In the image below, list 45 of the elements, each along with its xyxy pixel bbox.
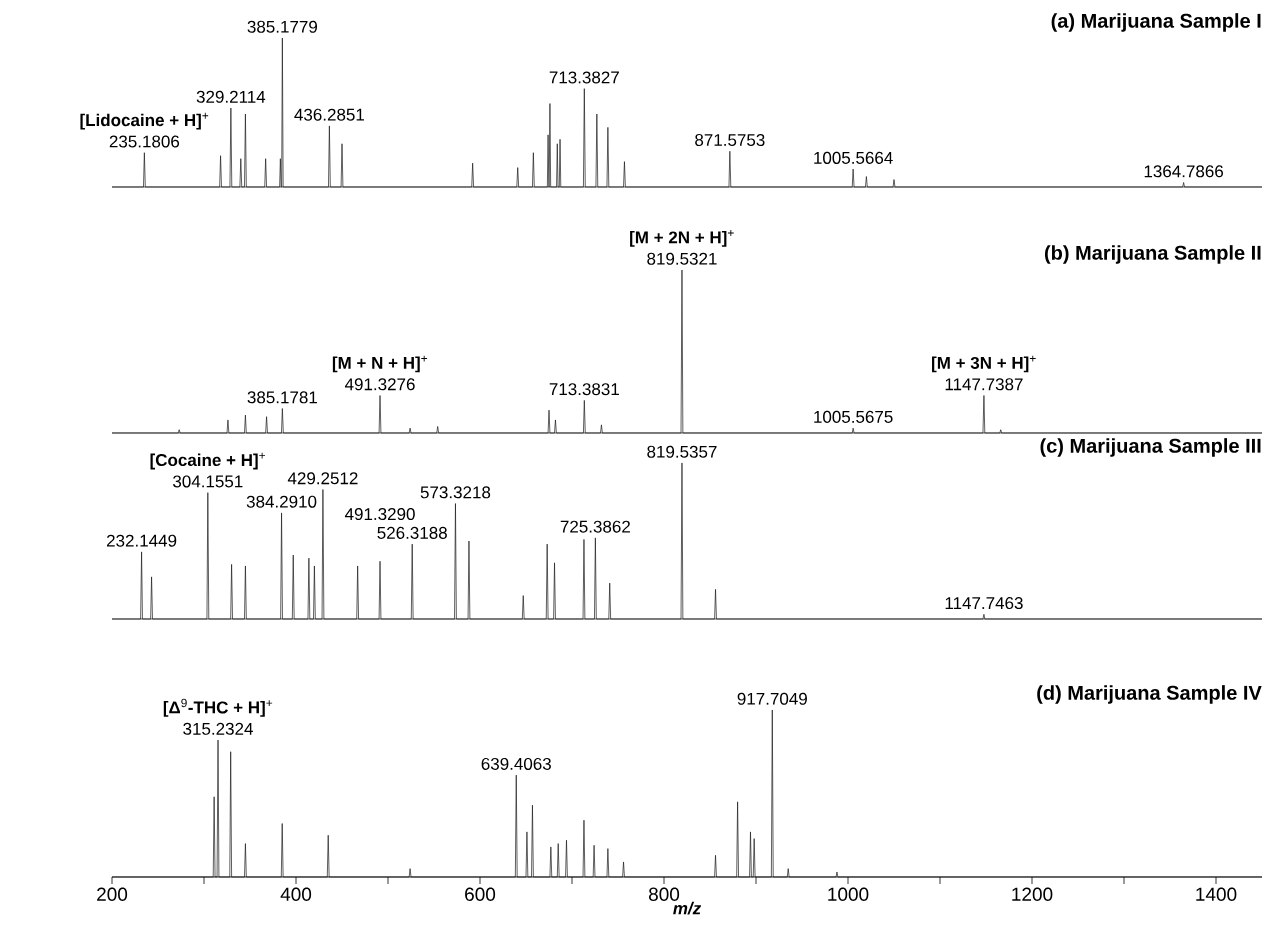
annotation: 491.3276	[344, 378, 415, 391]
annotation: [M + 3N + H]$^{+}$	[932, 355, 1036, 373]
annotation: 713.3831	[549, 383, 619, 396]
x-axis-title: m/z	[673, 901, 702, 915]
annotation: 713.3827	[549, 71, 619, 84]
annotation: 491.3290	[344, 508, 415, 521]
annotation: 436.2851	[294, 108, 364, 121]
annotation: 429.2512	[287, 472, 358, 485]
annotation: 385.1781	[247, 391, 317, 404]
annotation: 1147.7387	[945, 378, 1023, 391]
annotation: [M + 2N + H]$^{+}$	[630, 230, 734, 247]
x-tick-label: 400	[280, 887, 312, 901]
annotation: 819.5357	[647, 445, 717, 458]
annotation: 871.5753	[695, 133, 765, 147]
annotation: 385.1779	[247, 20, 318, 33]
x-tick-label: 1400	[1196, 887, 1237, 901]
annotation: 315.2324	[183, 722, 253, 735]
annotation: 725.3862	[560, 520, 630, 533]
annotation: 917.7049	[737, 692, 807, 705]
annotation: [Cocaine + H]$^{+}$	[150, 452, 266, 470]
annotation: 1147.7463	[945, 597, 1023, 610]
annotation: 639.4063	[481, 757, 551, 770]
annotation: 384.2910	[246, 495, 317, 508]
chart-title: (c) Marijuana Sample III	[1040, 438, 1261, 457]
annotation: 1005.5675	[814, 410, 893, 423]
annotation: 235.1806	[109, 135, 180, 148]
annotation: [Δ$^{9}$-THC + H]$^{+}$	[163, 698, 273, 717]
annotation: [M + N + H]$^{+}$	[332, 355, 428, 373]
x-tick-label: 200	[97, 887, 128, 901]
x-tick-label: 600	[465, 887, 496, 901]
annotation: 232.1449	[106, 534, 177, 547]
x-tick-label: 1000	[828, 887, 869, 901]
annotation: 819.5321	[647, 252, 717, 265]
chart-title: (a) Marijuana Sample I	[1051, 13, 1261, 32]
annotation: 526.3188	[377, 526, 447, 539]
annotation: [Lidocaine + H]$^{+}$	[80, 112, 209, 130]
annotation: 304.1551	[173, 475, 243, 488]
chart-title: (b) Marijuana Sample II	[1044, 245, 1261, 264]
annotation: 1364.7866	[1144, 165, 1224, 178]
x-tick-label: 800	[648, 887, 680, 901]
annotation: 1005.5664	[814, 151, 893, 164]
annotation: 329.2114	[196, 90, 266, 103]
x-tick-label: 1200	[1012, 887, 1053, 901]
annotation: 573.3218	[420, 486, 491, 499]
chart-title: (d) Marijuana Sample IV	[1037, 685, 1262, 704]
